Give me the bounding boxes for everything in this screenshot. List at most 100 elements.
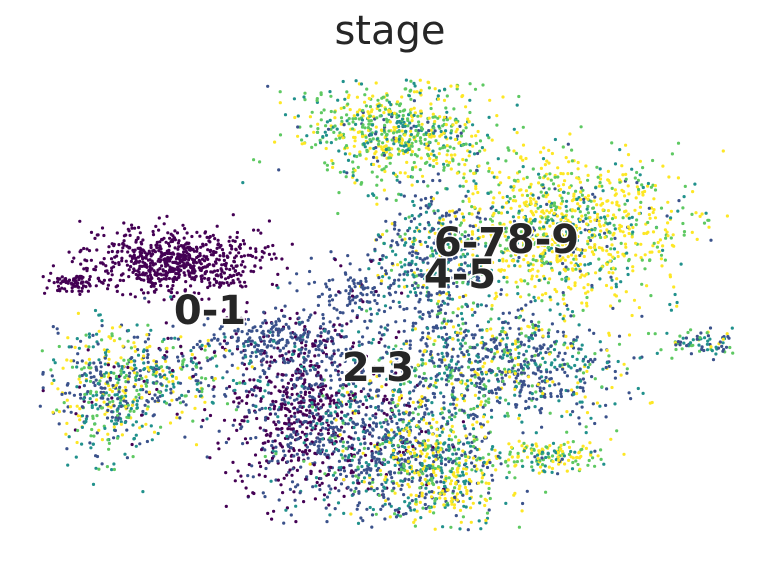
data-point-8-9 (402, 285, 407, 289)
data-point-8-9 (471, 144, 475, 148)
data-point-8-9 (698, 214, 702, 218)
data-point-8-9 (339, 122, 343, 126)
data-point-8-9 (483, 148, 487, 152)
data-point-2-3 (479, 422, 483, 426)
data-point-4-5 (612, 247, 617, 251)
data-point-6-7 (461, 143, 465, 147)
data-point-2-3 (381, 493, 385, 497)
data-point-8-9 (626, 184, 630, 188)
data-point-0-1 (231, 266, 235, 270)
data-point-0-1 (157, 228, 161, 232)
data-point-0-1 (193, 258, 197, 262)
data-point-4-5 (246, 419, 250, 423)
data-point-4-5 (406, 148, 410, 152)
data-point-4-5 (558, 250, 562, 254)
data-point-6-7 (377, 139, 381, 143)
data-point-2-3 (529, 300, 533, 304)
data-point-0-1 (198, 252, 202, 256)
data-point-4-5 (625, 251, 629, 255)
data-point-8-9 (572, 192, 576, 196)
data-point-4-5 (436, 209, 440, 213)
data-point-0-1 (296, 458, 301, 462)
data-point-0-1 (65, 289, 69, 293)
data-point-6-7 (395, 404, 399, 408)
data-point-6-7 (570, 171, 574, 176)
data-point-6-7 (468, 169, 472, 173)
data-point-0-1 (148, 251, 152, 255)
data-point-8-9 (429, 495, 434, 499)
data-point-0-1 (322, 493, 327, 497)
data-point-2-3 (253, 410, 258, 414)
data-point-2-3 (290, 480, 295, 484)
data-point-2-3 (537, 196, 541, 200)
data-point-0-1 (382, 411, 386, 415)
data-point-0-1 (177, 245, 181, 249)
data-point-4-5 (320, 437, 325, 441)
data-point-4-5 (348, 405, 352, 409)
data-point-8-9 (612, 213, 616, 217)
data-point-2-3 (282, 314, 286, 318)
data-point-8-9 (435, 161, 439, 165)
data-point-0-1 (128, 264, 133, 269)
data-point-0-1 (222, 271, 226, 275)
data-point-6-7 (470, 468, 474, 472)
data-point-0-1 (257, 461, 262, 465)
data-point-0-1 (169, 251, 173, 256)
data-point-4-5 (264, 406, 268, 410)
data-point-4-5 (439, 459, 443, 463)
data-point-4-5 (512, 127, 516, 131)
data-point-0-1 (156, 259, 160, 263)
data-point-6-7 (507, 148, 511, 152)
data-point-8-9 (582, 286, 586, 290)
data-point-6-7 (478, 220, 483, 224)
data-point-0-1 (231, 460, 235, 464)
data-point-8-9 (559, 171, 563, 176)
data-point-2-3 (398, 305, 402, 309)
data-point-8-9 (438, 496, 442, 500)
data-point-0-1 (333, 486, 337, 490)
data-point-2-3 (435, 480, 439, 484)
data-point-4-5 (406, 496, 410, 500)
data-point-8-9 (507, 176, 511, 180)
data-point-2-3 (629, 397, 633, 401)
data-point-2-3 (460, 453, 464, 457)
data-point-2-3 (313, 383, 317, 387)
data-point-4-5 (464, 505, 468, 509)
data-point-0-1 (212, 264, 216, 268)
data-point-4-5 (359, 82, 364, 86)
data-point-4-5 (380, 425, 384, 429)
data-point-6-7 (521, 125, 525, 129)
data-point-4-5 (419, 269, 423, 273)
data-point-8-9 (391, 455, 396, 460)
data-point-2-3 (451, 443, 455, 447)
data-point-2-3 (359, 455, 363, 459)
data-point-0-1 (135, 276, 139, 281)
data-point-6-7 (371, 480, 375, 484)
data-point-2-3 (406, 456, 411, 460)
data-point-2-3 (355, 422, 359, 426)
data-point-6-7 (414, 374, 418, 378)
data-point-0-1 (289, 459, 293, 463)
data-point-6-7 (633, 176, 637, 180)
data-point-0-1 (132, 269, 137, 273)
data-point-6-7 (600, 184, 604, 188)
data-point-6-7 (397, 152, 401, 156)
data-point-6-7 (560, 196, 564, 200)
data-point-0-1 (320, 481, 324, 485)
data-point-0-1 (89, 258, 93, 262)
data-point-8-9 (566, 172, 570, 176)
data-point-0-1 (285, 357, 289, 361)
data-point-8-9 (453, 153, 457, 157)
data-point-0-1 (224, 504, 228, 508)
data-point-6-7 (449, 129, 454, 133)
data-point-2-3 (426, 120, 430, 124)
data-point-0-1 (270, 257, 274, 261)
data-point-4-5 (565, 199, 569, 203)
data-point-0-1 (374, 412, 378, 416)
data-point-6-7 (325, 140, 329, 144)
data-point-6-7 (617, 208, 621, 212)
data-point-4-5 (638, 173, 642, 177)
data-point-2-3 (283, 453, 287, 458)
data-point-6-7 (561, 145, 565, 149)
data-point-6-7 (623, 202, 627, 206)
